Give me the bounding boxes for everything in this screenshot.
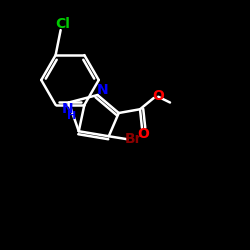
Text: H: H [67, 111, 76, 121]
Text: Br: Br [125, 132, 142, 146]
Text: N: N [62, 102, 73, 116]
Text: O: O [137, 127, 149, 141]
Text: N: N [97, 83, 109, 97]
Text: Cl: Cl [56, 17, 70, 31]
Text: O: O [152, 89, 164, 103]
